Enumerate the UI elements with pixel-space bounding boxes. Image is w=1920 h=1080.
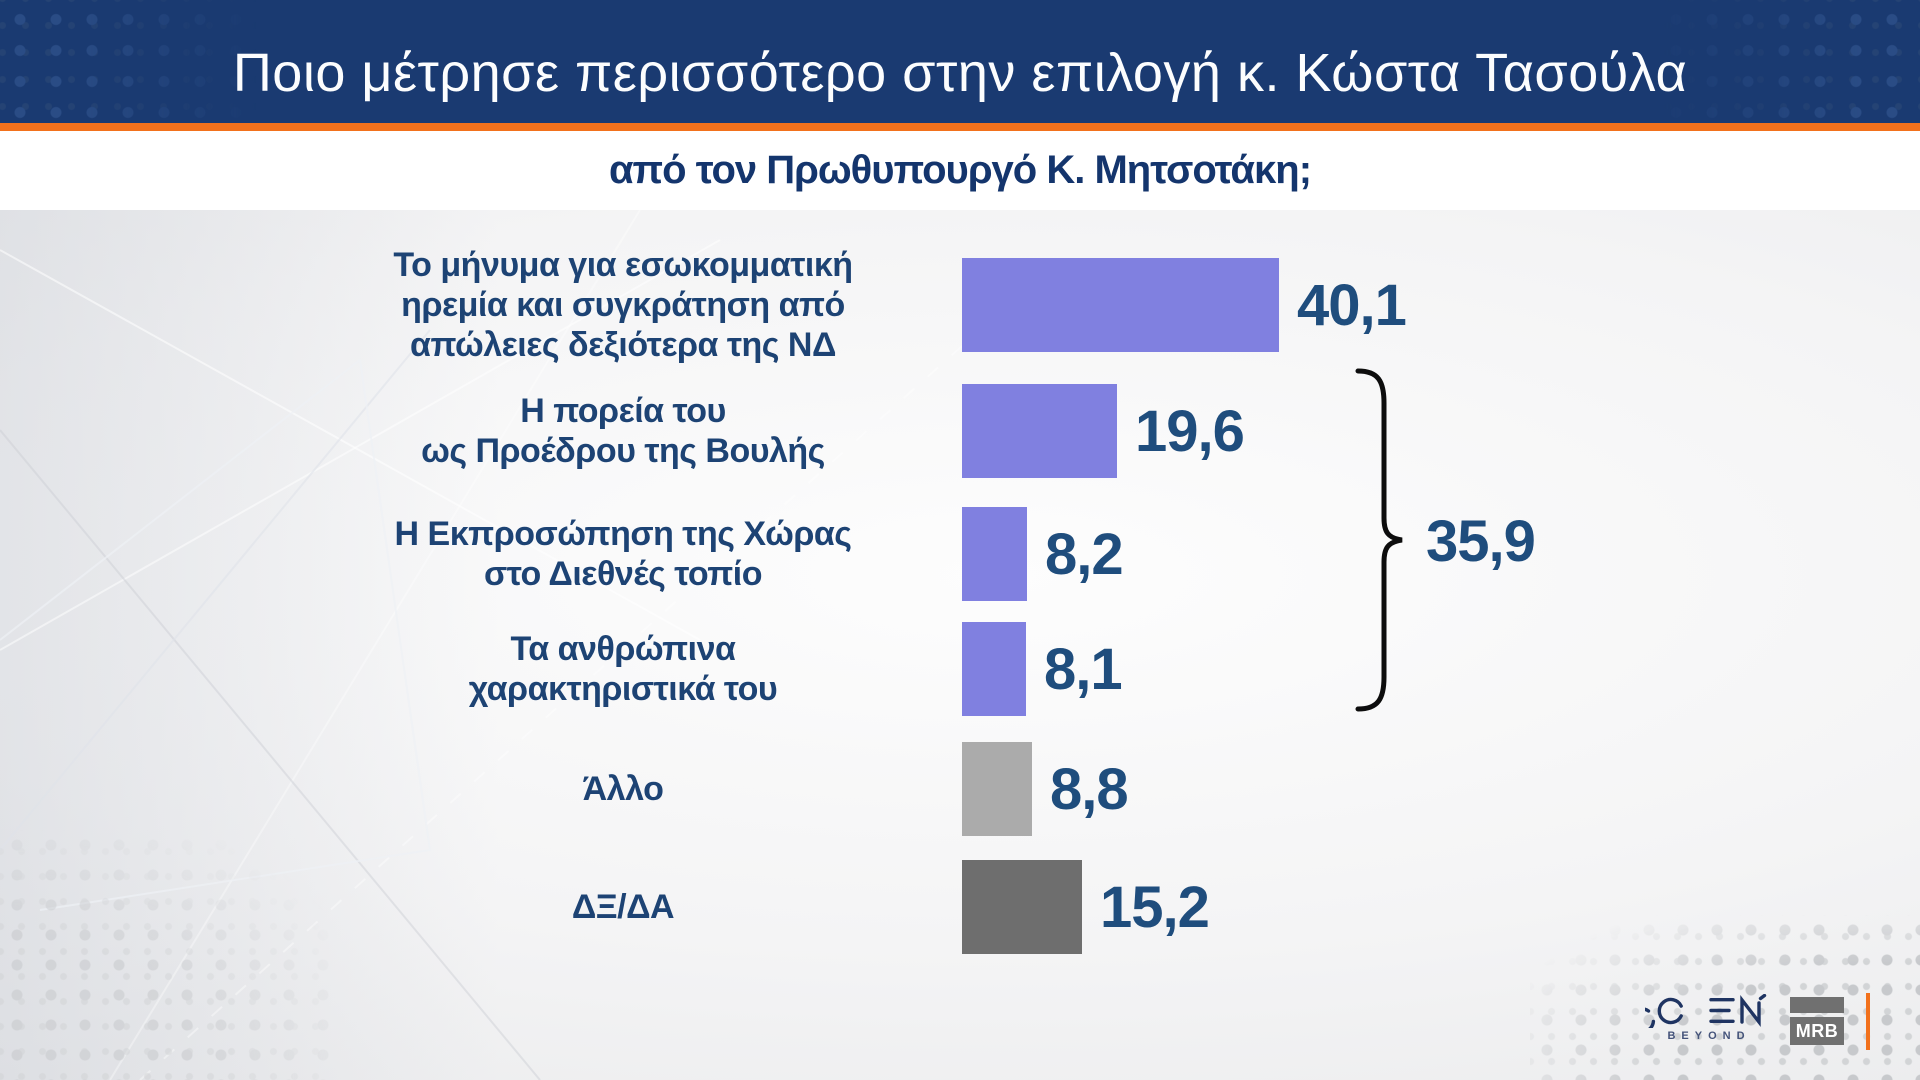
- open-logo-tagline: BEYOND: [1667, 1030, 1751, 1042]
- bar-label: Τα ανθρώπινα χαρακτηριστικά του: [468, 629, 778, 708]
- bar-label: ΔΞ/ΔΑ: [571, 887, 675, 926]
- bracket-value: 35,9: [1426, 508, 1536, 574]
- bar: [962, 384, 1117, 478]
- bar-label: Το μήνυμα για εσωκομματική ηρεμία και συ…: [393, 245, 853, 365]
- bar: [962, 742, 1032, 836]
- bar-value: 8,2: [1045, 521, 1124, 587]
- bracket-brace: [1355, 368, 1403, 712]
- orange-accent-line: [1866, 993, 1870, 1050]
- bar: [962, 507, 1027, 601]
- page-title: Ποιο μέτρησε περισσότερο στην επιλογή κ.…: [232, 42, 1688, 103]
- bar-value: 8,1: [1044, 636, 1123, 702]
- bar: [962, 258, 1279, 352]
- mrb-logo-text: MRB: [1790, 1017, 1844, 1045]
- bar-label: Η Εκπροσώπηση της Χώρας στο Διεθνές τοπί…: [394, 514, 852, 593]
- bar-value: 8,8: [1050, 756, 1129, 822]
- bar: [962, 622, 1026, 716]
- bar-value: 15,2: [1100, 874, 1210, 940]
- header-band: Ποιο μέτρησε περισσότερο στην επιλογή κ.…: [0, 0, 1920, 123]
- bar-value: 19,6: [1135, 398, 1245, 464]
- orange-divider: [0, 123, 1920, 131]
- open-channel-logo: [1645, 994, 1767, 1028]
- page-subtitle: από τον Πρωθυπουργό Κ. Μητσοτάκη;: [608, 148, 1312, 192]
- mrb-logo-top-block: [1790, 997, 1844, 1013]
- bar-label: Άλλο: [582, 769, 664, 808]
- mrb-logo: MRB: [1790, 997, 1844, 1045]
- bar-value: 40,1: [1297, 272, 1407, 338]
- subtitle-band: από τον Πρωθυπουργό Κ. Μητσοτάκη;: [0, 131, 1920, 210]
- header-dot-pattern-left: [0, 0, 270, 123]
- bar: [962, 860, 1082, 954]
- bar-label: Η πορεία του ως Προέδρου της Βουλής: [421, 391, 825, 470]
